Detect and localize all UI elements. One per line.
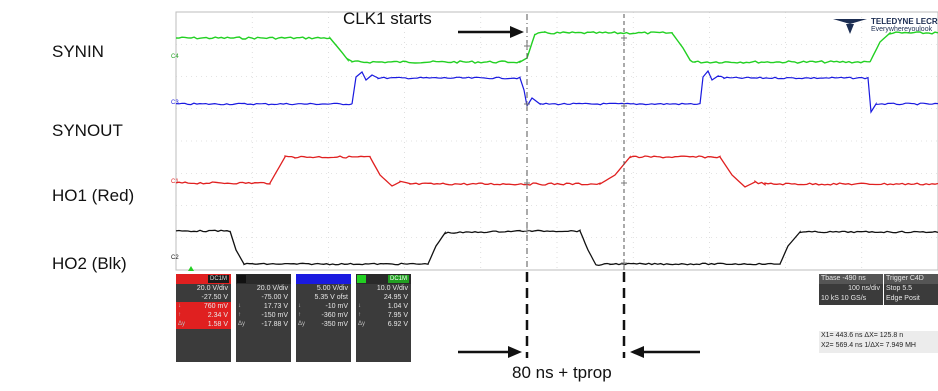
c2-cursor-low: 17.73 V: [263, 303, 288, 310]
trace-c4-synin: [175, 30, 938, 64]
timebase-scale: 100 ns/div: [848, 285, 880, 292]
c4-marker: C4: [171, 54, 179, 60]
trigger-marker-icon: [188, 266, 194, 271]
channel-info-c1[interactable]: DC1M 20.0 V/div -27.50 V ↓ 760 mV ↑ 2.34 V…: [176, 274, 231, 362]
arrow-right-icon: [508, 346, 522, 358]
c1-cursor-low: 760 mV: [203, 303, 228, 310]
trace-c3-synout: [175, 69, 938, 114]
logo-brand: TELEDYNE LECROY: [871, 17, 938, 26]
trigger-type: Edge Posit: [886, 295, 920, 302]
trigger-source: Trigger C4D: [884, 274, 938, 284]
c3-delta-y: -350 mV: [321, 321, 348, 328]
annotation-arrows: [458, 26, 700, 358]
channel-info-c3[interactable]: 5.00 V/div 5.35 V ofst ↓ -10 mV ↑ -360 mV …: [296, 274, 351, 362]
label-synin: SYNIN: [52, 42, 104, 61]
c4-delta-y: 6.92 V: [387, 321, 408, 328]
c2-delta-y: -17.88 V: [261, 321, 288, 328]
teledyne-emblem-icon: [833, 19, 867, 34]
c3-cursor-low: -10 mV: [325, 303, 348, 310]
c2-marker: C2: [171, 255, 179, 261]
c3-offset: 5.35 V ofst: [314, 294, 348, 301]
timebase-delay: Tbase -490 ns: [819, 274, 883, 284]
c1-vdiv: 20.0 V/div: [196, 285, 228, 292]
c4-offset: 24.95 V: [383, 294, 408, 301]
c4-vdiv: 10.0 V/div: [376, 285, 408, 292]
timebase-samples: 10 kS 10 GS/s: [821, 295, 867, 302]
channel-info-c2[interactable]: 20.0 V/div -75.00 V ↓ 17.73 V ↑ -150 mV Δy…: [236, 274, 291, 362]
cursor-measurements: X1= 443.6 ns ΔX= 125.8 n X2= 569.4 ns 1/…: [819, 331, 938, 353]
measurement-x1: X1= 443.6 ns ΔX= 125.8 n: [821, 332, 904, 339]
teledyne-logo: TELEDYNE LECROY Everywhereyoulook: [833, 15, 938, 37]
label-ho1: HO1 (Red): [52, 186, 135, 205]
trace-c1-ho1: [175, 155, 938, 188]
trace-c2-ho2: [175, 229, 938, 267]
c1-delta-y: 1.58 V: [207, 321, 228, 328]
channel-info-c4[interactable]: DC1M 10.0 V/div 24.95 V ↓ 1.04 V ↑ 7.95 V …: [356, 274, 411, 362]
c1-cursor-high: 2.34 V: [207, 312, 228, 319]
c4-cursor-high: 7.95 V: [387, 312, 408, 319]
c3-marker: C3: [171, 100, 179, 106]
arrow-right-icon: [510, 26, 524, 38]
timebase-panel[interactable]: Tbase -490 ns 100 ns/div 10 kS 10 GS/s: [819, 274, 883, 305]
arrow-left-icon: [630, 346, 644, 358]
c3-cursor-high: -360 mV: [321, 312, 348, 319]
c2-offset: -75.00 V: [261, 294, 288, 301]
label-ho2: HO2 (Blk): [52, 254, 127, 273]
c2-cursor-high: -150 mV: [261, 312, 288, 319]
trigger-panel[interactable]: Trigger C4D Stop 5.5 Edge Posit: [884, 274, 938, 305]
cursor-crossings: [524, 35, 627, 266]
label-synout: SYNOUT: [52, 121, 123, 140]
annotation-delay: 80 ns + tprop: [512, 363, 612, 382]
c3-vdiv: 5.00 V/div: [316, 285, 348, 292]
c4-cursor-low: 1.04 V: [387, 303, 408, 310]
c1-offset: -27.50 V: [201, 294, 228, 301]
channel-markers: C4 C3 C1 C2: [171, 54, 194, 271]
channel-coupling-tag: DC1M: [207, 275, 229, 283]
traces: [175, 30, 938, 267]
c2-vdiv: 20.0 V/div: [256, 285, 288, 292]
logo-tagline: Everywhereyoulook: [871, 26, 933, 33]
trigger-mode: Stop 5.5: [886, 285, 913, 292]
annotation-clk1-starts: CLK1 starts: [343, 9, 432, 28]
measurement-x2: X2= 569.4 ns 1/ΔX= 7.949 MH: [821, 342, 916, 349]
graticule: [175, 11, 938, 271]
c1-marker: C1: [171, 179, 179, 185]
